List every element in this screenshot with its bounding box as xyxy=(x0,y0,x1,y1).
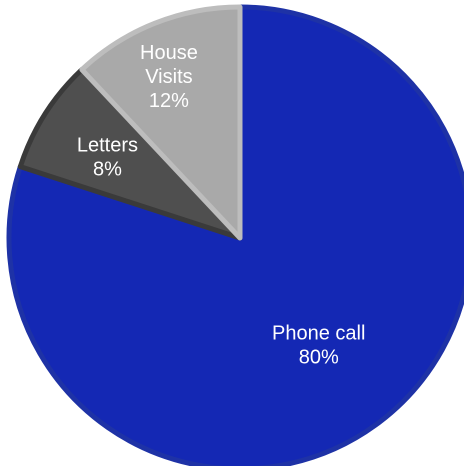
slice-category-label: Phone call xyxy=(272,323,365,345)
pie-labels: Phone call 80%Letters 8%House Visits 12% xyxy=(77,42,366,368)
slice-label-letters: Letters 8% xyxy=(77,135,138,181)
slice-value-label: 12% xyxy=(149,90,189,112)
pie-slice-phone-call xyxy=(6,4,464,466)
slice-label-phone-call: Phone call 80% xyxy=(272,323,365,369)
slice-label-house-visits: House Visits 12% xyxy=(140,42,198,112)
pie-slice-house-visits xyxy=(79,4,243,241)
slice-value-label: 80% xyxy=(299,347,339,369)
slice-category-label: Visits xyxy=(145,66,192,88)
slice-category-label: Letters xyxy=(77,135,138,157)
pie-slice-letters xyxy=(17,67,243,241)
slice-category-label: House xyxy=(140,42,198,64)
slice-value-label: 8% xyxy=(93,159,122,181)
pie-slices xyxy=(6,4,464,466)
